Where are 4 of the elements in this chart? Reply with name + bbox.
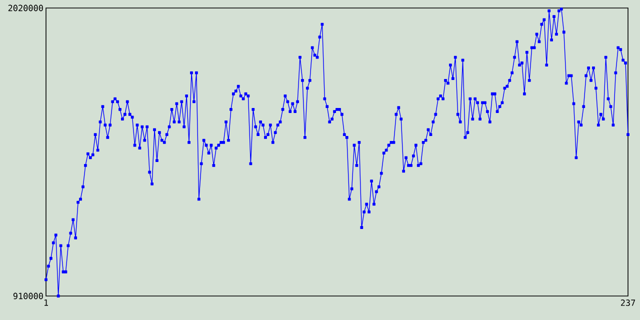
x-tick-label: 237 bbox=[620, 300, 636, 306]
y-tick-label: 910000 bbox=[13, 292, 43, 300]
x-tick-label: 1 bbox=[44, 300, 48, 306]
y-tick-label: 2020000 bbox=[8, 4, 43, 12]
